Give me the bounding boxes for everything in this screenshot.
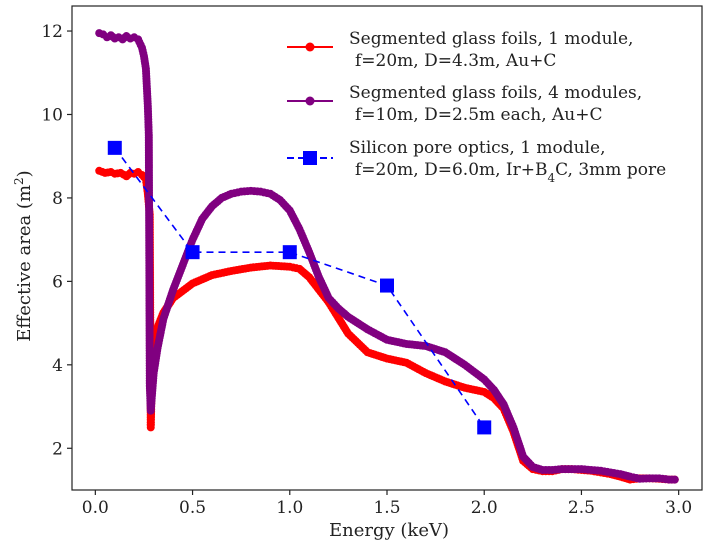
x-tick-label: 2.0: [471, 498, 498, 518]
y-axis-label: Effective area (m2): [12, 170, 35, 341]
legend-entry-glass-4-modules: Segmented glass foils, 4 modules, f=10m,…: [287, 83, 642, 125]
curve-marker-glass-4-modules: [554, 465, 563, 474]
y-tick-label: 8: [52, 189, 63, 209]
data-point-silicon-pore: [380, 278, 394, 293]
legend: Segmented glass foils, 1 module, f=20m, …: [287, 29, 666, 185]
y-tick-label: 10: [41, 105, 63, 125]
data-point-silicon-pore: [282, 245, 297, 260]
x-tick-label: 0.5: [179, 498, 206, 518]
curve-marker-glass-4-modules: [651, 474, 660, 483]
curve-marker-glass-4-modules: [593, 466, 602, 475]
legend-text-glass-1-module-line2: f=20m, D=4.3m, Au+C: [355, 51, 556, 71]
legend-marker-silicon-pore: [303, 151, 317, 165]
curve-marker-glass-4-modules: [233, 188, 242, 197]
series-glass-1-module: [95, 166, 679, 484]
legend-entry-glass-1-module: Segmented glass foils, 1 module, f=20m, …: [287, 29, 633, 71]
x-tick-label: 3.0: [665, 498, 692, 518]
curve-marker-glass-4-modules: [545, 465, 554, 474]
data-point-silicon-pore: [477, 420, 492, 435]
plot-area-frame: [71, 5, 703, 491]
curve-marker-glass-4-modules: [667, 475, 676, 484]
curve-marker-glass-4-modules: [253, 187, 262, 196]
curve-marker-glass-4-modules: [603, 467, 612, 476]
legend-text-glass-4-modules-line2: f=10m, D=2.5m each, Au+C: [355, 105, 602, 125]
x-tick-label: 2.5: [568, 498, 595, 518]
legend-text-glass-1-module-line1: Segmented glass foils, 1 module,: [349, 29, 633, 49]
curve-marker-glass-4-modules: [243, 187, 252, 196]
curve-marker-glass-1-module: [263, 261, 272, 270]
curve-marker-glass-4-modules: [564, 465, 573, 474]
y-axis-label-superscript: 2: [12, 177, 26, 185]
y-tick-label: 12: [41, 22, 63, 42]
legend-text-glass-4-modules-line1: Segmented glass foils, 4 modules,: [349, 83, 642, 103]
series-silicon-pore: [107, 140, 492, 435]
data-point-silicon-pore: [107, 140, 122, 155]
curve-marker-glass-4-modules: [108, 32, 117, 41]
series-line-glass-1-module: [98, 170, 675, 481]
series-line-silicon-pore: [114, 147, 485, 428]
curve-marker-glass-4-modules: [632, 474, 641, 483]
curve-marker-glass-1-module: [98, 167, 107, 176]
y-tick-label: 4: [52, 356, 63, 376]
legend-entry-silicon-pore: Silicon pore optics, 1 module, f=20m, D=…: [287, 138, 666, 185]
legend-text-silicon-pore-subscript: 4: [548, 171, 556, 185]
data-point-silicon-pore: [185, 245, 200, 260]
curve-marker-glass-4-modules: [661, 475, 670, 484]
y-tick-label: 6: [52, 272, 63, 292]
curve-marker-glass-4-modules: [583, 465, 592, 474]
y-tick-label: 2: [52, 439, 63, 459]
curve-marker-glass-1-module: [103, 168, 112, 177]
curve-marker-glass-1-module: [124, 170, 133, 179]
curve-marker-glass-4-modules: [120, 33, 129, 42]
legend-marker-glass-1-module: [305, 42, 315, 52]
legend-text-silicon-pore-line2: f=20m, D=6.0m, Ir+B4C, 3mm pore: [355, 160, 666, 185]
series-layer: [95, 29, 679, 484]
axis-ticks: 0.0 0.5 1.0 1.5 2.0 2.5 3.0 2 4 6 8 10 12: [41, 22, 692, 518]
curve-marker-glass-4-modules: [574, 465, 583, 474]
x-tick-label: 1.0: [276, 498, 303, 518]
curve-marker-glass-1-module: [283, 262, 291, 271]
x-tick-label: 0.0: [82, 498, 109, 518]
series-glass-4-modules: [95, 29, 679, 484]
x-tick-label: 1.5: [373, 498, 400, 518]
legend-text-silicon-pore-line1: Silicon pore optics, 1 module,: [349, 138, 606, 158]
curve-marker-glass-4-modules: [642, 474, 651, 483]
legend-marker-glass-4-modules: [305, 96, 315, 106]
x-axis-label: Energy (keV): [329, 520, 449, 541]
